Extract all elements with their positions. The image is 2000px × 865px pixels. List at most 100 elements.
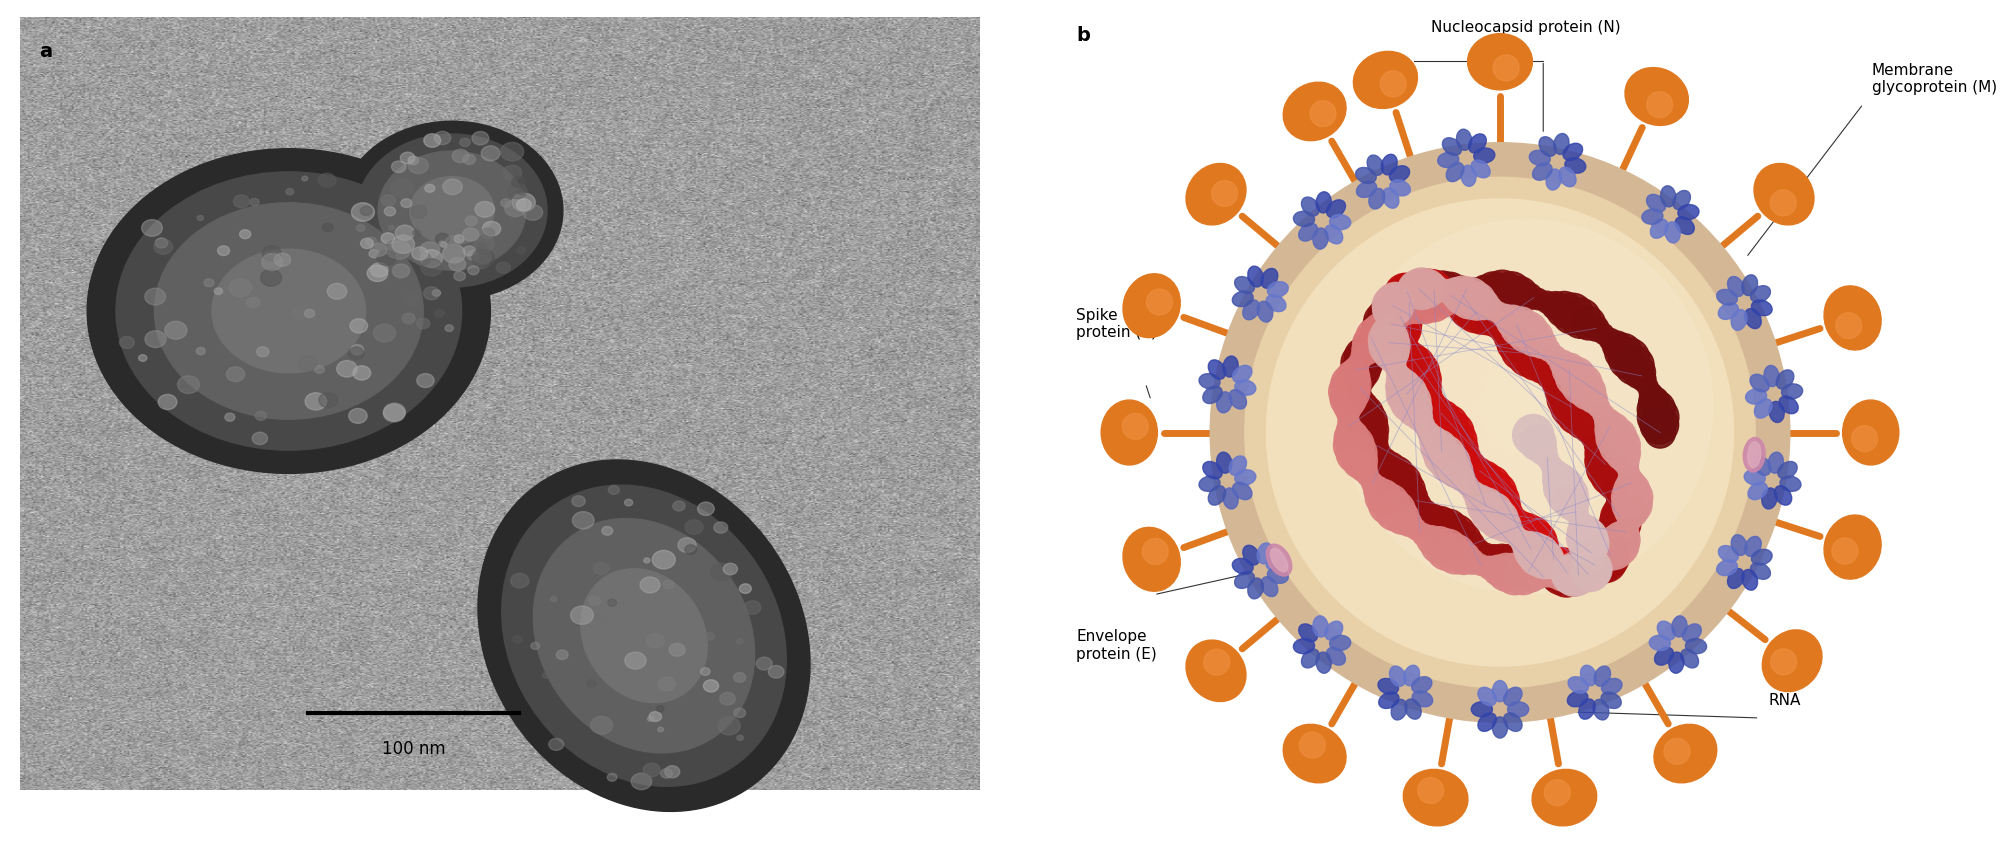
Circle shape [454,272,466,281]
Circle shape [1362,312,1402,352]
Ellipse shape [1412,691,1432,707]
Circle shape [1204,650,1230,676]
Ellipse shape [1744,309,1762,329]
Circle shape [1536,292,1558,313]
Circle shape [684,545,696,554]
Circle shape [1552,557,1582,589]
Circle shape [434,131,450,144]
Circle shape [1546,292,1582,328]
Ellipse shape [1676,217,1694,234]
Circle shape [314,366,324,374]
Ellipse shape [410,176,494,245]
Ellipse shape [1776,370,1794,389]
Circle shape [1412,523,1434,546]
Circle shape [1470,465,1510,506]
Circle shape [1528,288,1548,310]
Ellipse shape [1382,188,1398,208]
Circle shape [1538,545,1560,566]
Text: Membrane
glycoprotein (M): Membrane glycoprotein (M) [1872,63,1998,95]
Ellipse shape [1186,163,1246,225]
Circle shape [1516,319,1554,356]
Ellipse shape [88,149,490,473]
Circle shape [1536,367,1558,388]
Circle shape [1596,417,1636,458]
Circle shape [1472,492,1514,534]
Circle shape [1356,317,1398,358]
Circle shape [1638,396,1678,438]
Circle shape [1594,530,1634,569]
Circle shape [740,584,752,593]
Circle shape [1548,381,1584,418]
Ellipse shape [1222,488,1238,509]
Circle shape [1594,324,1614,344]
Ellipse shape [1558,167,1576,187]
Circle shape [1426,397,1452,422]
Ellipse shape [1672,616,1688,637]
Circle shape [1580,385,1608,413]
Circle shape [1402,279,1424,301]
Ellipse shape [1732,535,1746,555]
Circle shape [1578,561,1600,583]
Circle shape [512,636,522,644]
Circle shape [1536,447,1558,469]
Circle shape [1638,390,1676,428]
Circle shape [420,250,442,267]
Circle shape [1606,436,1640,471]
Ellipse shape [1326,200,1346,218]
Circle shape [1370,443,1390,464]
Circle shape [1528,563,1550,585]
Circle shape [1362,319,1388,344]
Circle shape [1388,290,1414,315]
Circle shape [1582,427,1602,448]
Ellipse shape [1492,681,1508,702]
Circle shape [1496,326,1532,362]
Circle shape [1566,406,1598,439]
Circle shape [1416,500,1436,522]
Circle shape [384,405,404,422]
Circle shape [624,499,632,506]
Circle shape [408,156,418,164]
Circle shape [1610,520,1640,549]
Circle shape [596,614,602,618]
Ellipse shape [1216,452,1232,473]
Circle shape [1470,554,1492,575]
Circle shape [1406,519,1426,540]
Circle shape [1552,353,1586,387]
Circle shape [446,325,454,331]
Circle shape [138,355,146,362]
Ellipse shape [1330,636,1350,650]
Circle shape [392,161,406,173]
Circle shape [1394,284,1414,304]
Circle shape [366,237,376,247]
Ellipse shape [1390,180,1410,195]
Circle shape [1396,510,1422,536]
Ellipse shape [478,460,810,811]
Circle shape [1604,495,1636,527]
Circle shape [374,324,396,342]
Text: 100 nm: 100 nm [382,740,446,758]
Ellipse shape [1754,399,1772,418]
Circle shape [318,393,338,407]
Circle shape [1476,272,1510,307]
Ellipse shape [1540,137,1556,157]
Circle shape [302,176,308,181]
Circle shape [1398,392,1432,426]
Circle shape [1476,472,1516,513]
Circle shape [1560,298,1600,338]
Circle shape [356,224,364,232]
Circle shape [382,233,394,244]
Circle shape [1508,553,1542,587]
Circle shape [586,680,596,687]
Circle shape [1414,273,1454,313]
Circle shape [1424,506,1458,540]
Circle shape [1468,461,1502,496]
Circle shape [1244,177,1756,688]
Circle shape [1490,272,1532,312]
Ellipse shape [1752,549,1772,565]
Ellipse shape [1602,692,1622,708]
Circle shape [1494,554,1536,595]
Circle shape [1366,479,1400,516]
Circle shape [1380,303,1422,344]
Circle shape [464,246,476,256]
Circle shape [1584,434,1608,457]
